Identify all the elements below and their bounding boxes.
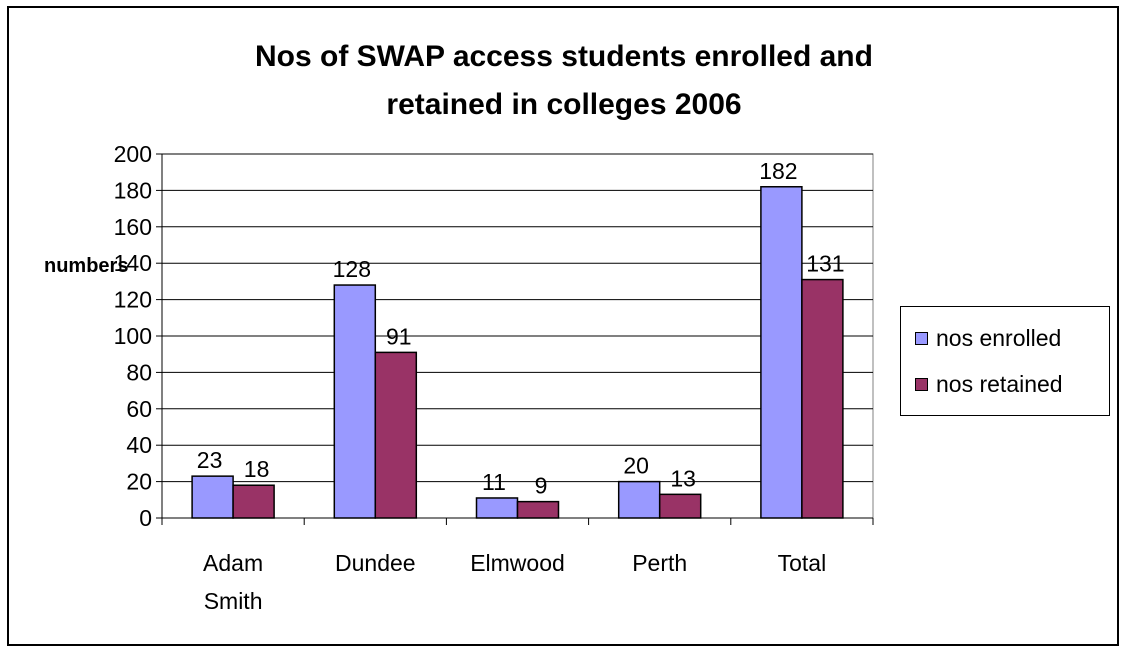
x-tick-label: Adam — [203, 550, 263, 576]
data-label: 11 — [482, 469, 506, 495]
data-label: 182 — [759, 158, 797, 184]
y-tick-label: 120 — [114, 287, 152, 313]
legend-swatch-enrolled — [915, 331, 928, 345]
y-tick-label: 40 — [126, 432, 152, 458]
bar-enrolled — [475, 497, 519, 519]
y-tick-label: 160 — [114, 214, 152, 240]
chart-title-line-2: retained in colleges 2006 — [386, 88, 742, 121]
x-tick-label: Perth — [632, 550, 687, 576]
chart-title-line-1: Nos of SWAP access students enrolled and — [255, 40, 873, 73]
legend-label-enrolled: nos enrolled — [936, 324, 1062, 351]
data-label: 23 — [197, 447, 223, 473]
data-label: 128 — [333, 256, 371, 282]
bar-enrolled — [191, 475, 234, 519]
legend: nos enrolled nos retained — [900, 306, 1110, 416]
data-label: 91 — [386, 323, 412, 349]
bar-retained — [232, 484, 275, 519]
x-tick-label: Total — [778, 550, 827, 576]
legend-label-retained: nos retained — [936, 370, 1063, 397]
y-tick-label: 140 — [114, 250, 152, 276]
y-tick-label: 20 — [126, 469, 152, 495]
x-tick-label: Elmwood — [470, 550, 565, 576]
legend-item-retained: nos retained — [915, 370, 1063, 398]
y-axis-label: numbers — [44, 255, 129, 277]
y-tick-label: 0 — [139, 505, 152, 531]
data-label: 9 — [535, 473, 548, 499]
legend-item-enrolled: nos enrolled — [915, 324, 1061, 352]
y-tick-label: 60 — [126, 396, 152, 422]
data-label: 13 — [670, 465, 696, 491]
y-tick-label: 180 — [114, 177, 152, 203]
y-tick-label: 100 — [114, 323, 152, 349]
y-tick-label: 80 — [126, 359, 152, 385]
data-label: 20 — [623, 453, 649, 479]
data-label: 18 — [244, 456, 270, 482]
bar-retained — [801, 278, 844, 519]
y-tick-label: 200 — [114, 141, 152, 167]
bar-retained — [516, 500, 560, 519]
bar-enrolled — [333, 284, 377, 519]
data-label: 131 — [806, 251, 844, 277]
bar-enrolled — [760, 186, 803, 519]
legend-swatch-retained — [915, 377, 928, 391]
x-tick-label: Smith — [204, 588, 263, 614]
bar-retained — [374, 351, 418, 519]
x-tick-label: Dundee — [335, 550, 416, 576]
bar-enrolled — [617, 480, 661, 519]
bar-retained — [658, 493, 702, 519]
